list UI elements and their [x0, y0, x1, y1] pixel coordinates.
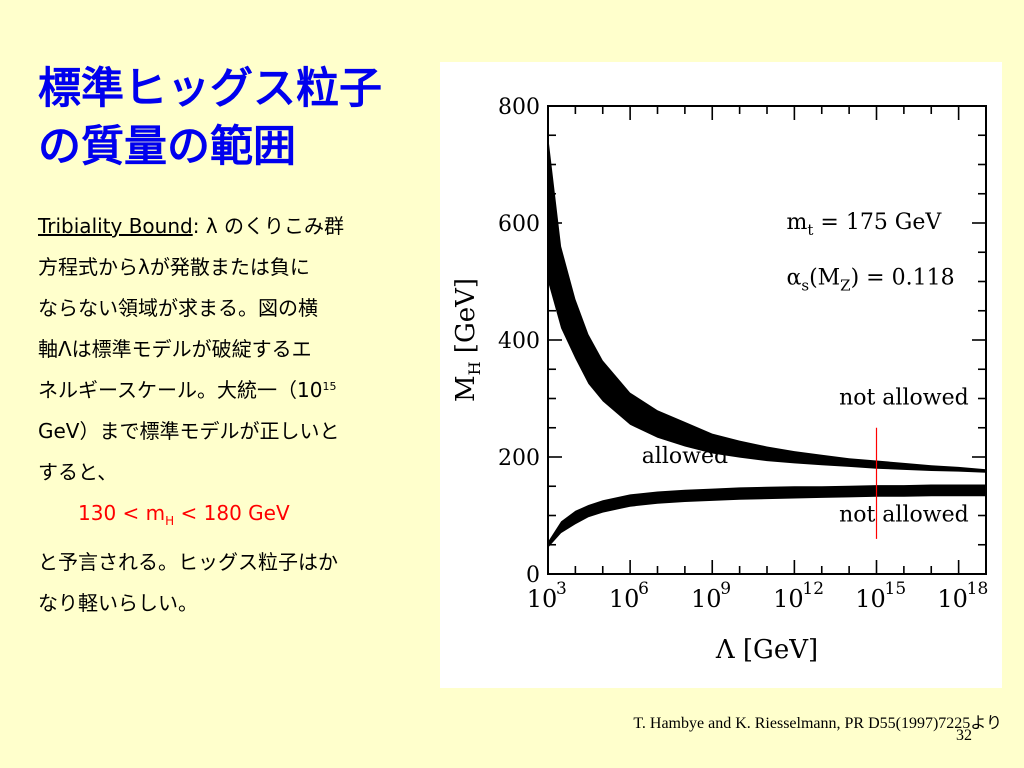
annotation-not-allowed-upper: not allowed — [839, 385, 969, 410]
annotation-not-allowed-lower: not allowed — [839, 502, 969, 527]
upper-bound-band — [548, 135, 986, 473]
annotation-mt: mt = 175 GeV — [787, 210, 943, 239]
annotation-subscript: t — [807, 221, 813, 239]
body-line: 方程式からλが発散または負に — [38, 255, 310, 279]
annotation-subscript: s — [801, 276, 809, 294]
x-tick-label: 10 — [773, 585, 804, 613]
body-line: Tribiality Bound: λ のくりこみ群 — [38, 206, 438, 247]
range-left: 130 < m — [78, 501, 166, 525]
annotation-subscript: Z — [840, 276, 850, 294]
range-right: < 180 GeV — [174, 501, 290, 525]
y-tick-label: 400 — [498, 329, 540, 354]
lower-bound-band — [548, 484, 986, 548]
x-tick-label: 10 — [609, 585, 640, 613]
annotation-text: = 175 GeV — [813, 210, 942, 235]
body-line: なり軽いらしい。 — [38, 591, 198, 615]
slide-title: 標準ヒッグス粒子 の質量の範囲 — [38, 60, 438, 176]
body-line: ならない領域が求まる。図の横 — [38, 296, 318, 320]
x-tick-exponent: 12 — [802, 579, 824, 599]
body-text: ネルギースケール。大統一（10 — [38, 378, 323, 402]
chart-panel: 10 3 10 6 10 9 10 12 10 15 10 18 0 200 400 600 800 Λ [GeV… — [440, 62, 1002, 688]
citation: T. Hambye and K. Riesselmann, PR D55(199… — [633, 715, 1002, 732]
x-tick-label: 10 — [691, 585, 722, 613]
annotation-text: ) = 0.118 — [851, 265, 955, 290]
slide-title-line-2: の質量の範囲 — [38, 122, 296, 172]
y-axis-label: MH [GeV] — [451, 278, 484, 402]
mass-range-prediction: 130 < mH < 180 GeV — [38, 493, 438, 542]
x-tick-exponent: 9 — [720, 579, 731, 599]
body-line: GeV）まで標準モデルが正しいと — [38, 419, 340, 443]
page-number: 32 — [956, 727, 972, 744]
body-text: : λ のくりこみ群 — [192, 214, 345, 238]
x-tick-exponent: 3 — [556, 579, 567, 599]
y-tick-label: 800 — [498, 95, 540, 120]
annotation-alpha: αs(MZ) = 0.118 — [787, 265, 955, 294]
x-tick-label: 10 — [527, 585, 558, 613]
y-axis-label-unit: [GeV] — [451, 278, 481, 361]
slide-body: Tribiality Bound: λ のくりこみ群 方程式からλが発散または負… — [38, 206, 438, 624]
tribiality-term: Tribiality Bound — [38, 214, 193, 238]
y-tick-label: 600 — [498, 212, 540, 237]
body-line: と予言される。ヒッグス粒子はか — [38, 550, 338, 574]
y-axis-label-subscript: H — [465, 361, 484, 375]
slide-title-line-1: 標準ヒッグス粒子 — [38, 64, 382, 114]
annotation-text: α — [787, 265, 802, 290]
body-line: すると、 — [38, 460, 118, 484]
x-tick-label: 10 — [855, 585, 886, 613]
body-line: 軸Λは標準モデルが破綻するエ — [38, 337, 312, 361]
body-line: ネルギースケール。大統一（1015 — [38, 370, 438, 411]
x-tick-label: 10 — [937, 585, 968, 613]
x-tick-exponent: 18 — [967, 579, 989, 599]
x-tick-exponent: 15 — [885, 579, 907, 599]
y-axis-label-symbol: M — [451, 375, 481, 402]
y-tick-label: 0 — [526, 563, 540, 588]
x-tick-exponent: 6 — [638, 579, 649, 599]
annotation-allowed: allowed — [642, 444, 728, 469]
y-tick-label: 200 — [498, 446, 540, 471]
annotation-text: m — [787, 210, 808, 235]
range-subscript: H — [165, 514, 175, 528]
x-axis-label: Λ [GeV] — [715, 635, 818, 665]
annotation-text: (M — [809, 265, 840, 290]
exponent: 15 — [322, 380, 337, 393]
